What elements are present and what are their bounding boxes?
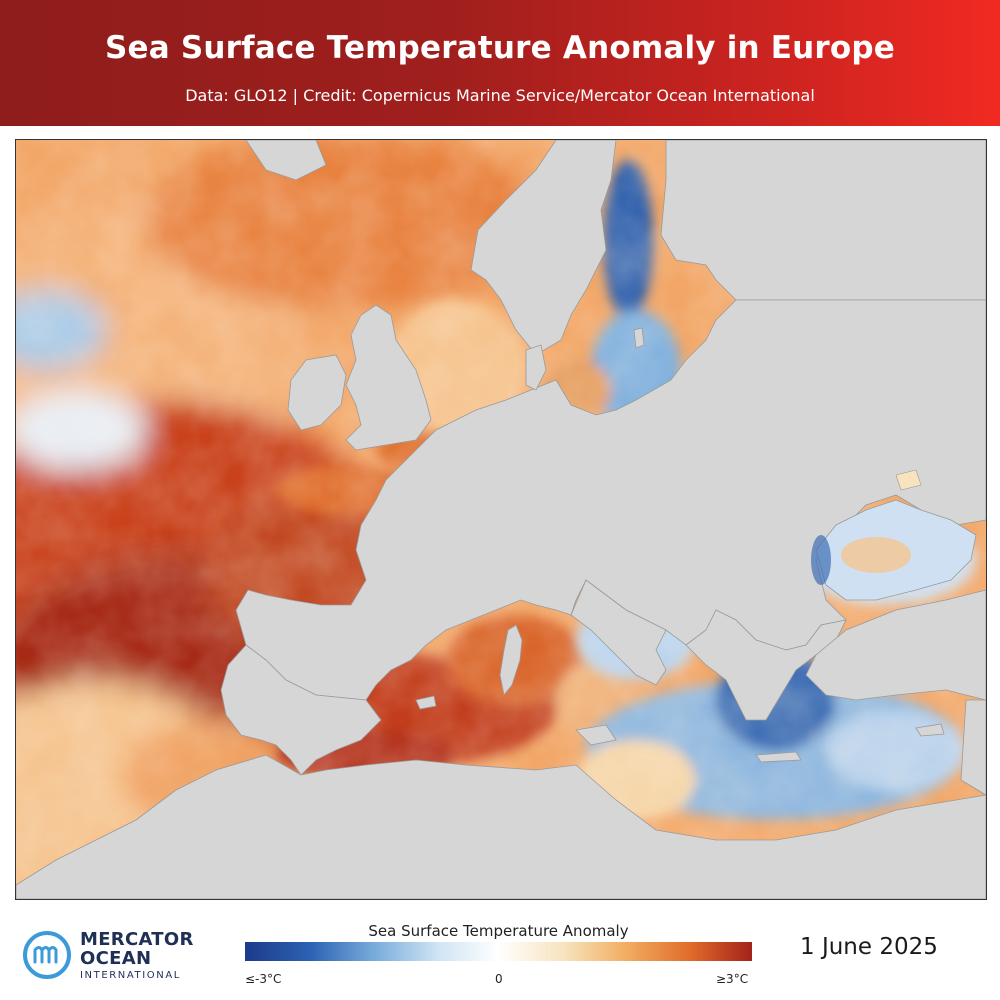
black-sea: [811, 469, 977, 601]
legend-mid-label: 0: [495, 972, 503, 986]
logo-text-international: INTERNATIONAL: [80, 970, 181, 981]
page-title: Sea Surface Temperature Anomaly in Europ…: [104, 30, 896, 66]
date-label: 1 June 2025: [800, 934, 938, 960]
data-credit: Data: GLO12 | Credit: Copernicus Marine …: [185, 86, 815, 105]
legend-color-bar: [245, 942, 752, 961]
legend-min-label: ≤-3°C: [245, 972, 282, 986]
header-banner: Sea Surface Temperature Anomaly in Europ…: [0, 0, 1000, 126]
mercator-ocean-logo: MERCATOR OCEAN INTERNATIONAL: [22, 928, 222, 988]
footer: MERCATOR OCEAN INTERNATIONAL Sea Surface…: [0, 900, 1000, 1000]
logo-text-ocean: OCEAN: [80, 948, 152, 969]
legend-title: Sea Surface Temperature Anomaly: [368, 922, 629, 940]
legend-max-label: ≥3°C: [716, 972, 749, 986]
sst-anomaly-map: [15, 139, 987, 900]
land-masses: [16, 140, 986, 899]
logo-m-icon: [23, 931, 71, 979]
logo-text-mercator: MERCATOR: [80, 929, 194, 950]
map-canvas: [16, 140, 986, 899]
